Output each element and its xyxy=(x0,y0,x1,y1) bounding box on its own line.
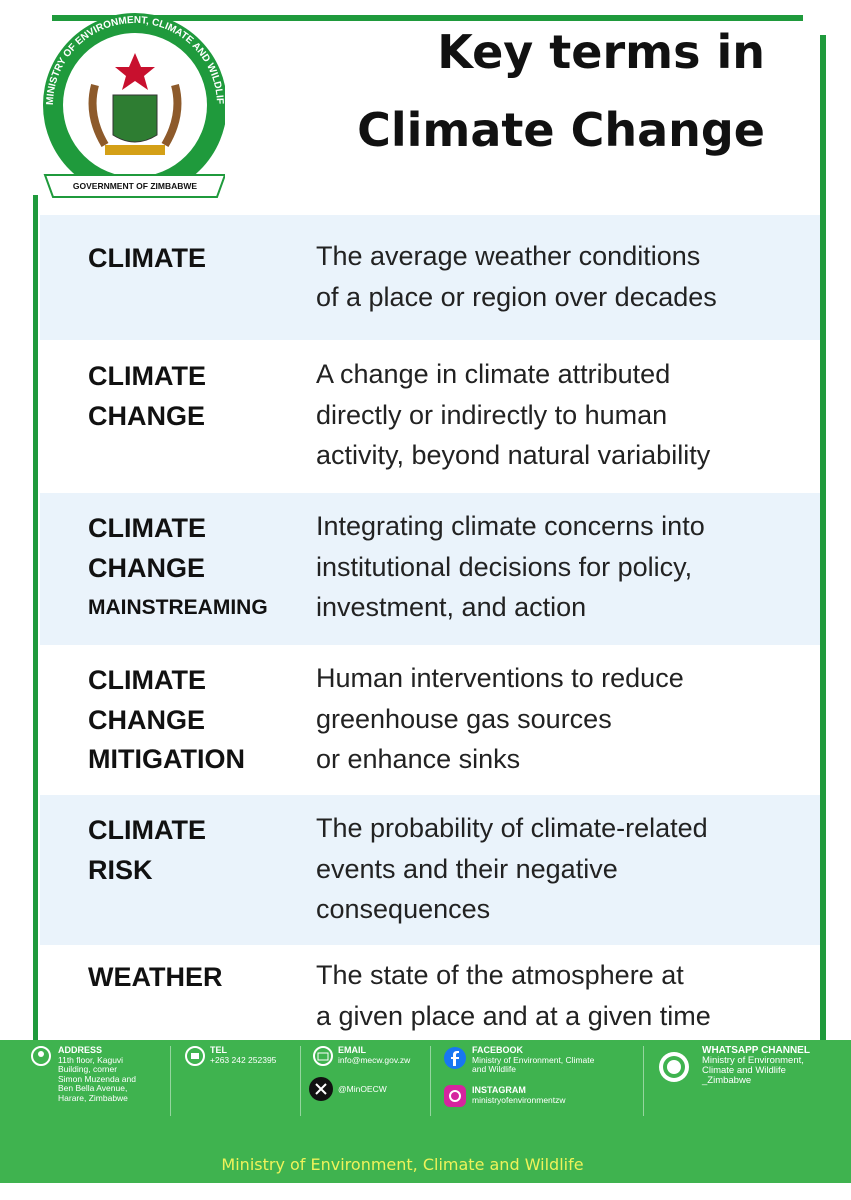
term-row xyxy=(40,795,820,945)
tel-value: +263 242 252395 xyxy=(210,1054,277,1065)
facebook-line: Ministry of Environment, Climate xyxy=(472,1054,595,1065)
footer-separator xyxy=(300,1046,301,1116)
definition-line: The state of the atmosphere at xyxy=(316,960,684,990)
instagram-icon xyxy=(444,1085,466,1107)
logo-shield xyxy=(112,94,158,143)
definition-line: The probability of climate-related xyxy=(316,813,708,843)
top-rule xyxy=(52,15,803,21)
term-line: RISK xyxy=(88,854,153,885)
definition-line: institutional decisions for policy, xyxy=(316,551,693,582)
email-icon xyxy=(313,1046,333,1066)
footer xyxy=(0,1040,851,1183)
definition-line: The average weather conditions xyxy=(316,241,701,271)
address-line: 11th floor, Kaguvi xyxy=(58,1054,124,1065)
term-line: CHANGE xyxy=(88,552,206,583)
logo-banner xyxy=(43,174,225,198)
term-line: MAINSTREAMING xyxy=(88,596,268,619)
term-row xyxy=(40,340,820,493)
x-icon xyxy=(309,1077,333,1101)
term-line: CLIMATE xyxy=(88,815,206,845)
definition-line: or enhance sinks xyxy=(316,744,521,774)
address-line: Building, corner xyxy=(58,1064,118,1074)
title-line: Key terms in xyxy=(437,25,765,79)
logo-kudu xyxy=(88,83,182,148)
definition-line: of a place or region over decades xyxy=(316,281,717,312)
definition-line: investment, and action xyxy=(316,592,587,622)
logo-star xyxy=(115,53,155,90)
instagram-label: INSTAGRAM xyxy=(472,1085,526,1095)
address-line: Harare, Zimbabwe xyxy=(58,1092,128,1103)
term-row xyxy=(40,945,820,1040)
whatsapp-line: _Zimbabwe xyxy=(702,1075,752,1086)
whatsapp-label: WHATSAPP CHANNEL xyxy=(702,1045,810,1056)
term-row xyxy=(40,215,820,340)
definition-line: events and their negative xyxy=(316,853,618,884)
term-line: CLIMATE xyxy=(88,361,206,391)
term-line: CHANGE xyxy=(88,704,206,735)
logo-base xyxy=(105,145,165,155)
title-line: Climate Change xyxy=(357,103,765,157)
address-line: Simon Muzenda and xyxy=(58,1073,136,1084)
tel-label: TEL xyxy=(210,1045,227,1055)
definition-line: a given place and at a given time xyxy=(316,1000,711,1031)
instagram-handle: ministryofenvironmentzw xyxy=(472,1094,566,1105)
left-rule xyxy=(33,195,38,1045)
term-line: CLIMATE xyxy=(88,513,206,543)
address: ADDRESS 11th floor, Kaguvi Building, cor… xyxy=(58,1045,136,1103)
facebook-line: and Wildlife xyxy=(472,1064,516,1074)
term-line: WEATHER xyxy=(88,962,223,992)
instagram: INSTAGRAM ministryofenvironmentzw xyxy=(472,1085,566,1105)
address-line: Ben Bella Avenue, xyxy=(58,1083,128,1093)
whatsapp: WHATSAPP CHANNEL Ministry of Environment… xyxy=(702,1046,810,1086)
email-value: info@mecw.gov.zw xyxy=(338,1054,411,1065)
facebook: FACEBOOK Ministry of Environment, Climat… xyxy=(472,1045,595,1075)
facebook-icon xyxy=(444,1047,466,1069)
definition-line: activity, beyond natural variability xyxy=(316,440,711,470)
tel-icon xyxy=(185,1046,205,1066)
footer-separator xyxy=(430,1046,431,1116)
term-line: CLIMATE xyxy=(88,665,206,695)
term-row xyxy=(40,645,820,795)
whatsapp-icon xyxy=(659,1052,689,1082)
definition-line: greenhouse gas sources xyxy=(316,703,612,734)
definition-line: A change in climate attributed xyxy=(316,359,671,389)
tel: TEL +263 242 252395 xyxy=(210,1045,277,1065)
x-handle: @MinOECW xyxy=(338,1084,387,1094)
footer-bottom-text: Ministry of Environment, Climate and Wil… xyxy=(221,1155,584,1174)
term-line: CHANGE xyxy=(88,400,206,431)
whatsapp-line: Ministry of Environment, xyxy=(702,1055,804,1066)
logo-banner-text: GOVERNMENT OF ZIMBABWE xyxy=(73,181,198,191)
email-label: EMAIL xyxy=(338,1045,366,1055)
term-row xyxy=(40,493,820,645)
address-label: ADDRESS xyxy=(58,1045,103,1055)
footer-separator xyxy=(170,1046,171,1116)
logo: MINISTRY OF ENVIRONMENT, CLIMATE AND WIL… xyxy=(25,5,225,198)
term-line: CLIMATE xyxy=(88,243,206,273)
right-rule xyxy=(820,35,826,1045)
definition-line: Integrating climate concerns into xyxy=(316,511,705,541)
term-line: MITIGATION xyxy=(88,744,245,774)
email: EMAIL info@mecw.gov.zw xyxy=(338,1045,411,1065)
footer-separator xyxy=(643,1046,644,1116)
facebook-label: FACEBOOK xyxy=(472,1045,524,1055)
whatsapp-line: Climate and Wildlife xyxy=(702,1065,786,1076)
definition-line: consequences xyxy=(316,894,491,924)
address-icon xyxy=(31,1046,51,1066)
definition-line: directly or indirectly to human xyxy=(316,399,668,430)
definition-line: Human interventions to reduce xyxy=(316,663,684,693)
